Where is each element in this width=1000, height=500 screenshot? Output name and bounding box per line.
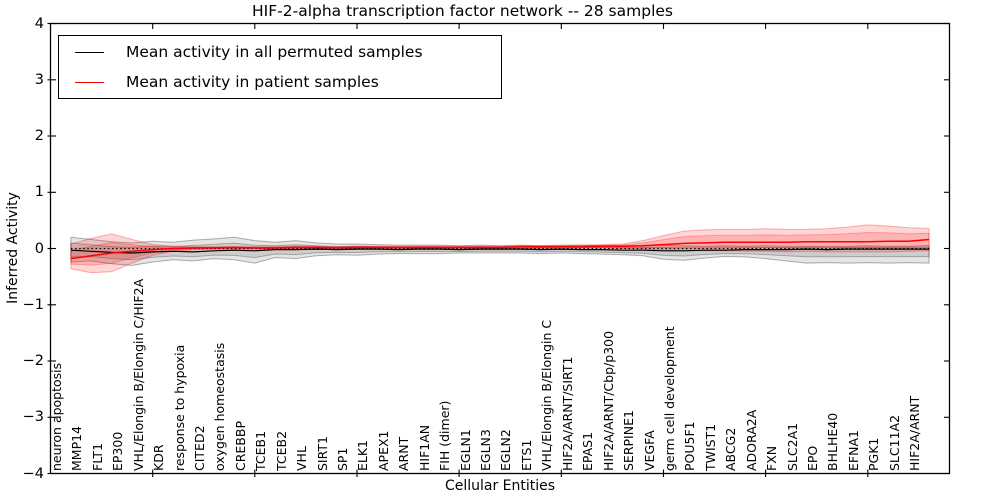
x-category-label: VHL/Elongin B/Elongin C xyxy=(539,319,555,471)
patient-band-outer xyxy=(70,224,930,274)
x-category-label: SP1 xyxy=(335,447,350,471)
x-category-label: HIF1AN xyxy=(416,424,432,471)
x-category-label: PGK1 xyxy=(866,437,882,471)
legend-item-patient: Mean activity in patient samples xyxy=(59,67,501,97)
x-category-label: ADORA2A xyxy=(743,409,759,471)
y-tick-label: −1 xyxy=(22,296,44,313)
y-tick-label: 0 xyxy=(34,240,44,257)
x-category-label: ELK1 xyxy=(355,439,371,471)
x-category-label: CREBBP xyxy=(232,421,248,471)
x-category-label: ARNT xyxy=(396,436,412,471)
x-category-label: EPO xyxy=(804,445,820,471)
x-category-label: EFNA1 xyxy=(845,430,861,471)
x-category-label: HIF2A/ARNT/SIRT1 xyxy=(559,356,575,471)
x-category-label: VHL/Elongin B/Elongin C/HIF2A xyxy=(130,278,146,471)
x-category-label: TCEB1 xyxy=(253,430,269,471)
permuted-mean-line xyxy=(70,248,930,254)
x-category-label: EGLN1 xyxy=(457,429,473,471)
chart-title: HIF-2-alpha transcription factor network… xyxy=(252,2,673,20)
x-category-label: EPAS1 xyxy=(580,431,596,471)
x-category-label: FXN xyxy=(764,445,779,471)
x-category-label: POU5F1 xyxy=(682,421,698,471)
patient-mean-line xyxy=(70,238,930,260)
x-category-label: SERPINE1 xyxy=(621,410,636,471)
y-tick-label: 4 xyxy=(34,15,44,32)
x-category-label: HIF2A/ARNT xyxy=(907,395,923,471)
legend-label-patient: Mean activity in patient samples xyxy=(126,73,379,91)
x-category-label: neuron apoptosis xyxy=(48,362,64,471)
y-tick-label: −2 xyxy=(22,353,44,369)
x-category-label: CITED2 xyxy=(192,425,207,471)
x-category-label: FIH (dimer) xyxy=(437,400,453,471)
x-category-label: EGLN3 xyxy=(478,429,493,471)
x-category-label: MMP14 xyxy=(69,425,85,471)
x-category-label: ABCG2 xyxy=(723,427,739,471)
x-category-label: response to hypoxia xyxy=(171,344,187,471)
x-category-label: SIRT1 xyxy=(314,436,330,471)
x-axis-title: Cellular Entities xyxy=(444,478,556,494)
x-category-label: FLT1 xyxy=(89,442,105,471)
y-tick-label: −4 xyxy=(22,465,44,482)
y-tick-label: −3 xyxy=(22,409,44,426)
permuted-line-sample-icon xyxy=(75,51,104,53)
x-category-label: SLC11A2 xyxy=(886,414,902,471)
x-category-label: ETS1 xyxy=(518,439,534,471)
y-tick-label: 2 xyxy=(34,128,44,144)
x-category-label: EP300 xyxy=(110,431,126,471)
x-category-label: BHLHE40 xyxy=(825,412,841,471)
x-category-label: VHL xyxy=(294,446,310,471)
x-category-label: oxygen homeostasis xyxy=(212,342,228,471)
x-category-label: EGLN2 xyxy=(498,429,514,471)
legend: Mean activity in all permuted samples Me… xyxy=(58,35,502,99)
y-tick-label: 1 xyxy=(34,184,44,201)
x-category-label: TCEB2 xyxy=(273,430,289,471)
permuted-band-outer xyxy=(70,236,930,266)
x-category-label: APEX1 xyxy=(375,430,391,471)
legend-label-permuted: Mean activity in all permuted samples xyxy=(126,43,423,61)
x-category-label: germ cell development xyxy=(661,326,677,471)
y-tick-label: 3 xyxy=(34,71,44,88)
x-category-label: KDR xyxy=(151,444,167,471)
patient-line-sample-icon xyxy=(75,81,104,83)
x-category-label: SLC2A1 xyxy=(784,422,800,471)
legend-item-permuted: Mean activity in all permuted samples xyxy=(59,37,501,67)
x-category-label: VEGFA xyxy=(641,430,657,471)
x-category-label: HIF2A/ARNT/Cbp/p300 xyxy=(600,330,616,471)
x-category-label: TWIST1 xyxy=(702,423,718,471)
